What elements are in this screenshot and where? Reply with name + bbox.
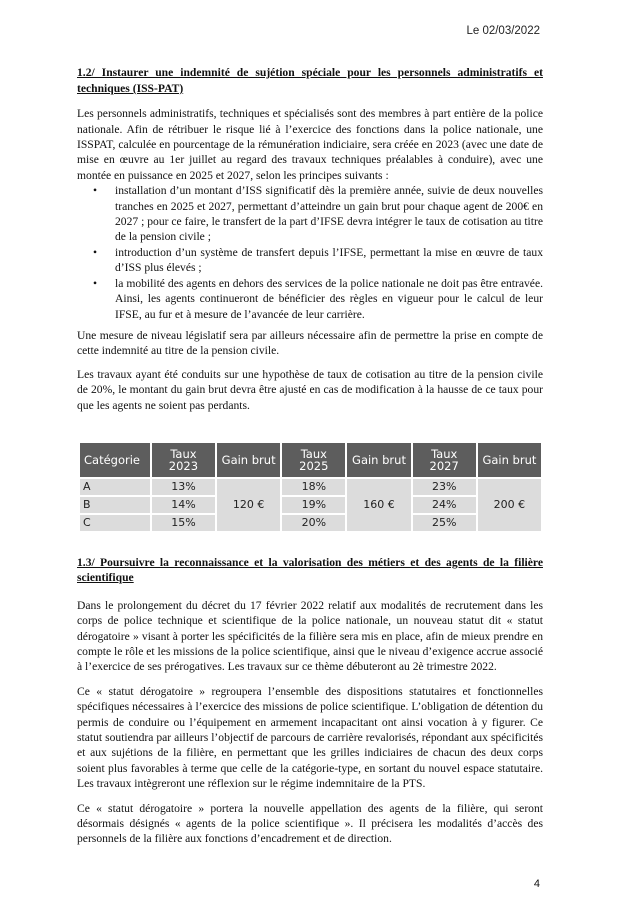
cell-category: C [78, 512, 152, 533]
section-2-para-2: Ce « statut dérogatoire » regroupera l’e… [77, 684, 543, 791]
section-2-para-1: Dans le prolongement du décret du 17 fév… [77, 598, 543, 674]
list-item: la mobilité des agents en dehors des ser… [93, 276, 543, 322]
section-2-para-3: Ce « statut dérogatoire » portera la nou… [77, 801, 543, 846]
header-rate-2025: Taux 2025 [280, 440, 348, 479]
cell-rate: 20% [280, 512, 348, 533]
section-2-heading: 1.3/ Poursuivre la reconnaissance et la … [77, 555, 543, 585]
header-gain: Gain brut [215, 440, 283, 479]
table-row: C 15% 20% 25% [78, 512, 542, 533]
iss-rates-table: Catégorie Taux 2023 Gain brut Taux 2025 … [78, 440, 544, 533]
table-row: A 13% 120 € 18% 160 € 23% 200 € [78, 476, 544, 533]
cell-rate: 25% [410, 512, 478, 533]
cell-rate: 14% [149, 494, 218, 515]
cell-rate: 18% [280, 476, 348, 497]
bullet-list: installation d’un montant d’ISS signific… [77, 183, 543, 322]
cell-gain-2027: 200 € [475, 476, 544, 533]
list-item: installation d’un montant d’ISS signific… [93, 183, 543, 245]
header-gain: Gain brut [475, 440, 544, 479]
section-1-intro: Les personnels administratifs, technique… [77, 107, 543, 182]
cell-gain-2023: 120 € [215, 476, 283, 533]
cell-category: B [78, 494, 152, 515]
date: Le 02/03/2022 [466, 25, 540, 37]
header-gain: Gain brut [345, 440, 413, 479]
header-rate-2027: Taux 2027 [410, 440, 478, 479]
table-header-row: Catégorie Taux 2023 Gain brut Taux 2025 … [78, 440, 544, 479]
section-1-para-2: Une mesure de niveau législatif sera par… [77, 328, 543, 358]
page-number: 4 [533, 877, 540, 890]
header-category: Catégorie [78, 440, 152, 479]
cell-rate: 15% [149, 512, 218, 533]
cell-rate: 13% [149, 476, 218, 497]
section-2: 1.3/ Poursuivre la reconnaissance et la … [77, 555, 543, 847]
cell-rate: 19% [280, 494, 348, 515]
cell-rate: 23% [410, 476, 478, 497]
list-item: introduction d’un système de transfert d… [93, 245, 543, 276]
section-1: 1.2/ Instaurer une indemnité de sujétion… [77, 65, 543, 413]
cell-rate: 24% [410, 494, 478, 515]
cell-gain-2025: 160 € [345, 476, 413, 533]
section-1-heading: 1.2/ Instaurer une indemnité de sujétion… [77, 66, 543, 95]
table-row: B 14% 19% 24% [78, 494, 542, 515]
cell-category: A [78, 476, 152, 497]
header-rate-2023: Taux 2023 [149, 440, 218, 479]
section-1-para-3: Les travaux ayant été conduits sur une h… [77, 367, 543, 412]
